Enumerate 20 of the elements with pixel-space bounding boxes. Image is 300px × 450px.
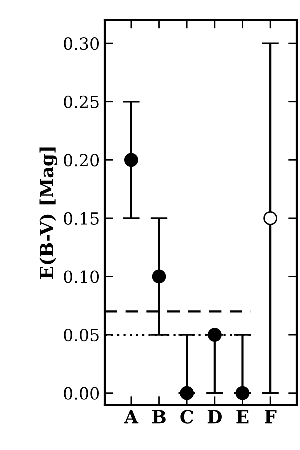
- x-tick-label: B: [152, 410, 166, 424]
- point: [264, 212, 278, 226]
- x-tick-label: E: [236, 410, 249, 424]
- point: [208, 328, 222, 342]
- x-tick-label: C: [180, 410, 194, 424]
- x-tick-label: A: [124, 410, 139, 424]
- y-tick-label: 0.20: [64, 154, 100, 167]
- y-tick-label: 0.15: [64, 212, 99, 226]
- x-tick-label: F: [265, 410, 277, 424]
- y-tick-label: 0.00: [64, 387, 100, 400]
- point: [236, 386, 250, 400]
- y-tick-label: 0.10: [64, 270, 100, 284]
- point: [152, 270, 166, 284]
- y-tick-label: 0.25: [64, 96, 99, 108]
- point: [180, 386, 194, 400]
- y-tick-label: 0.05: [64, 329, 99, 342]
- x-tick-label: D: [208, 410, 222, 424]
- y-tick-label: 0.30: [64, 38, 100, 50]
- point: [124, 153, 138, 168]
- y-axis-title: E(B-V) [Mag]: [40, 148, 58, 279]
